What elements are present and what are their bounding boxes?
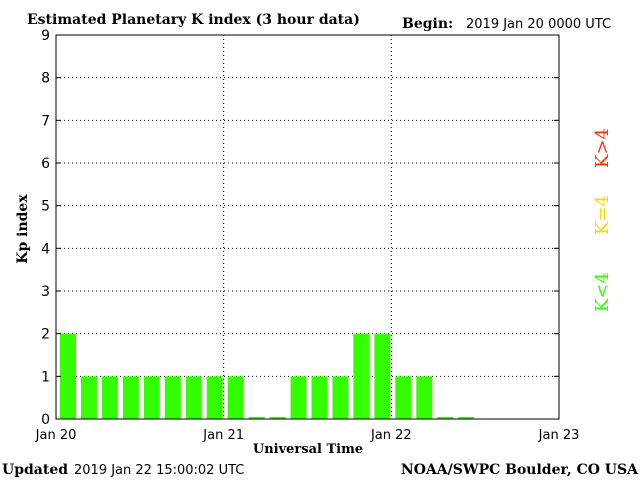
kp-bar bbox=[122, 376, 139, 419]
x-tick-label: Jan 21 bbox=[202, 428, 244, 443]
y-tick-labels: 0 1 2 3 4 5 6 7 8 9 bbox=[41, 28, 559, 428]
y-tick-label: 5 bbox=[41, 199, 50, 215]
kp-bar bbox=[374, 333, 391, 419]
x-axis-label: Universal Time bbox=[253, 442, 363, 457]
x-tick-label: Jan 23 bbox=[538, 428, 580, 443]
y-tick-label: 0 bbox=[41, 412, 50, 428]
plot-border bbox=[55, 34, 560, 420]
kp-bar bbox=[332, 376, 349, 419]
kp-bar bbox=[164, 376, 181, 419]
chart-title: Estimated Planetary K index (3 hour data… bbox=[27, 12, 360, 28]
x-tick-labels: Jan 20 Jan 21 Jan 22 Jan 23 bbox=[35, 428, 580, 443]
updated-label: Updated bbox=[2, 462, 68, 478]
source-credit: NOAA/SWPC Boulder, CO USA bbox=[401, 462, 639, 478]
kp-bar bbox=[311, 376, 328, 419]
legend-k-equal-4: K=4 bbox=[592, 195, 613, 235]
kp-bar bbox=[290, 376, 307, 419]
kp-bar bbox=[437, 416, 454, 419]
legend-k-less-4: K<4 bbox=[592, 272, 613, 312]
kp-bar bbox=[458, 416, 475, 419]
bars bbox=[60, 333, 475, 419]
y-tick-label: 7 bbox=[41, 113, 50, 129]
kp-bar bbox=[185, 376, 202, 419]
plot-frame bbox=[55, 34, 560, 420]
y-tick-label: 8 bbox=[41, 71, 50, 87]
kp-bar bbox=[80, 376, 97, 419]
y-tick-label: 6 bbox=[41, 156, 50, 172]
kp-bar bbox=[416, 376, 433, 419]
x-tick-label: Jan 20 bbox=[35, 428, 77, 443]
begin-label: Begin: bbox=[402, 16, 453, 32]
kp-bar bbox=[353, 333, 370, 419]
y-axis-label: Kp index bbox=[15, 194, 31, 264]
begin-value: 2019 Jan 20 0000 UTC bbox=[466, 17, 611, 32]
y-tick-label: 2 bbox=[41, 327, 50, 343]
kp-bar bbox=[269, 416, 286, 419]
legend-k-greater-4: K>4 bbox=[592, 128, 613, 168]
y-tick-label: 4 bbox=[41, 241, 50, 257]
x-tick-label: Jan 22 bbox=[370, 428, 412, 443]
kp-bar bbox=[143, 376, 160, 419]
kp-bar bbox=[206, 376, 223, 419]
y-tick-label: 3 bbox=[41, 284, 50, 300]
y-tick-label: 1 bbox=[41, 369, 50, 385]
kp-bar bbox=[227, 376, 244, 419]
kp-bar bbox=[101, 376, 118, 419]
updated-value: 2019 Jan 22 15:00:02 UTC bbox=[74, 463, 244, 478]
kp-bar bbox=[60, 333, 76, 419]
grid-lines bbox=[56, 35, 559, 419]
kp-bar bbox=[395, 376, 412, 419]
y-tick-label: 9 bbox=[41, 28, 50, 44]
kp-bar bbox=[248, 416, 265, 419]
